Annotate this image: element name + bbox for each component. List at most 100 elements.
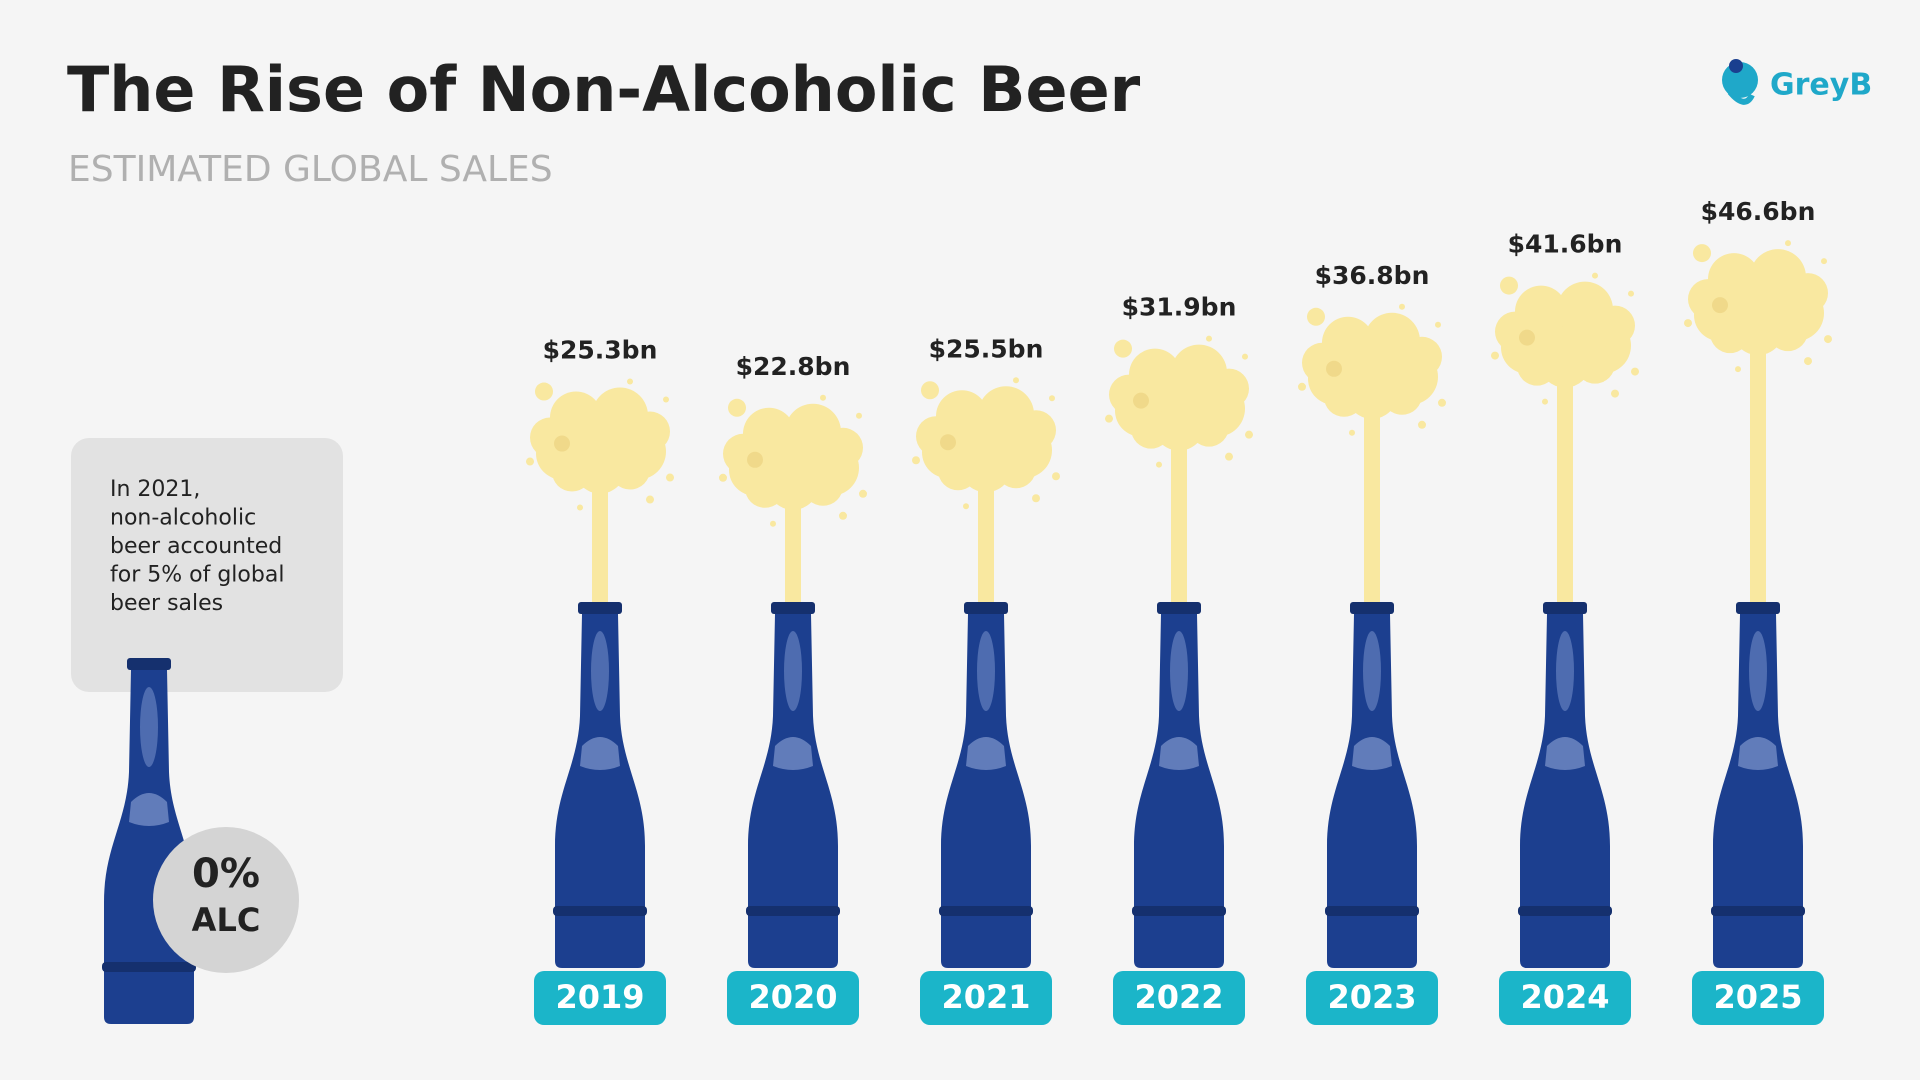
foam-drop <box>820 394 826 401</box>
foam-drop <box>1245 430 1253 439</box>
foam-drop <box>1013 377 1019 384</box>
foam-drop <box>1684 319 1692 328</box>
year-pill <box>1692 971 1824 1025</box>
foam-drop <box>1435 321 1441 328</box>
bottle-body <box>941 614 1031 968</box>
foam-drop <box>1628 290 1634 297</box>
foam-drop <box>1105 414 1113 423</box>
foam-drop <box>1052 472 1060 481</box>
bottle-highlight <box>140 687 158 767</box>
year-pill <box>1499 971 1631 1025</box>
year-pill <box>920 971 1052 1025</box>
foam-bubble <box>1710 313 1750 354</box>
foam-drop <box>1032 494 1040 503</box>
bottle-cap <box>964 602 1008 614</box>
bottle <box>746 602 840 968</box>
bottle-cap <box>1157 602 1201 614</box>
bottle-highlight <box>1738 737 1778 770</box>
bottle-cap <box>771 602 815 614</box>
foam <box>719 394 867 527</box>
bottle-highlight <box>1545 737 1585 770</box>
bottle-base <box>1711 906 1805 916</box>
foam-stream <box>1557 335 1573 606</box>
foam-drop <box>1298 382 1306 391</box>
foam-drop <box>1049 395 1055 402</box>
foam-drop <box>1821 258 1827 265</box>
x-tick-label: 2022 <box>1134 978 1223 1016</box>
bottle-highlight <box>977 631 995 711</box>
foam-drop <box>577 504 583 511</box>
foam-drop <box>1491 351 1499 360</box>
logo-icon <box>1722 62 1758 98</box>
bottle-highlight <box>1556 631 1574 711</box>
foam-drop <box>1542 398 1548 405</box>
foam-bubble <box>1382 374 1422 415</box>
foam-drop <box>1438 398 1446 407</box>
bottle-highlight <box>129 793 169 826</box>
foam-bubble <box>747 451 763 468</box>
foam-bubble <box>610 449 650 490</box>
note-text: In 2021, <box>110 477 200 502</box>
logo-icon <box>1729 59 1743 73</box>
bottle-body <box>1327 614 1417 968</box>
foam-drop <box>666 473 674 482</box>
foam-drop <box>1114 339 1132 358</box>
x-tick-label: 2020 <box>748 978 837 1016</box>
value-label: $22.8bn <box>736 352 851 381</box>
foam-bubble <box>630 411 670 452</box>
value-label: $25.3bn <box>543 336 658 365</box>
bottle-highlight <box>1159 737 1199 770</box>
foam-drop <box>719 473 727 482</box>
bottle <box>1518 602 1612 968</box>
x-tick-label: 2025 <box>1713 978 1802 1016</box>
bottle-base <box>1325 906 1419 916</box>
year-pill <box>727 971 859 1025</box>
foam-drop <box>1206 335 1212 342</box>
foam-drop <box>1693 244 1711 263</box>
bottle-cap <box>1736 602 1780 614</box>
foam-bubble <box>1712 297 1728 314</box>
foam-drop <box>1399 303 1405 310</box>
note-text: for 5% of global <box>110 563 284 588</box>
bottle-body <box>1713 614 1803 968</box>
year-pill <box>1306 971 1438 1025</box>
value-label: $36.8bn <box>1315 261 1430 290</box>
foam-drop <box>912 456 920 465</box>
foam-drop <box>770 520 776 527</box>
foam-drop <box>1631 367 1639 376</box>
foam <box>1684 240 1832 373</box>
foam <box>912 377 1060 510</box>
bottle-highlight <box>1749 631 1767 711</box>
foam-bubble <box>1595 305 1635 346</box>
chart-title: The Rise of Non-Alcoholic Beer <box>67 53 1141 126</box>
foam-drop <box>646 495 654 504</box>
note: In 2021, non-alcoholic beer accounted for 5… <box>110 477 284 616</box>
foam-drop <box>856 412 862 419</box>
foam-drop <box>728 398 746 417</box>
foam-drop <box>839 511 847 520</box>
bottle-body <box>748 614 838 968</box>
foam-bubble <box>803 465 843 506</box>
foam-drop <box>1735 366 1741 373</box>
bottle-cap <box>127 658 171 670</box>
foam-bubble <box>1324 376 1364 417</box>
x-tick-label: 2023 <box>1327 978 1416 1016</box>
value-label: $25.5bn <box>929 334 1044 363</box>
x-tick-label: 2024 <box>1520 978 1609 1016</box>
foam-drop <box>859 489 867 498</box>
bottle-highlight <box>784 631 802 711</box>
foam-bubble <box>1209 368 1249 409</box>
foam <box>526 378 674 511</box>
brand-name: GreyB <box>1770 68 1872 103</box>
foam <box>1298 303 1446 436</box>
x-tick-label: 2019 <box>555 978 644 1016</box>
bottle-base <box>746 906 840 916</box>
badge-text: 0% <box>192 851 260 897</box>
foam-drop <box>1307 307 1325 326</box>
bottle-base <box>1518 906 1612 916</box>
foam-bubble <box>1133 392 1149 409</box>
foam <box>1105 335 1253 468</box>
foam-drop <box>1824 335 1832 344</box>
note-box <box>71 438 343 692</box>
bottle <box>1325 602 1419 968</box>
